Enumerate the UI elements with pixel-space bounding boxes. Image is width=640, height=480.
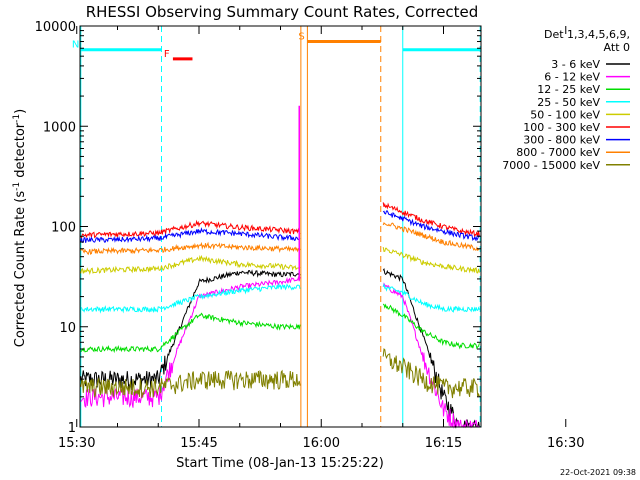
series-0-pre <box>80 269 301 391</box>
series-6-pre <box>80 227 301 244</box>
y-axis-label-sup1: -1 <box>12 182 22 191</box>
series-7-pre <box>80 241 301 256</box>
series-3-pre <box>80 282 301 314</box>
series-1-pre <box>80 275 301 408</box>
series-5-post <box>382 202 480 238</box>
legend-label-7: 800 - 7000 keV <box>516 146 600 159</box>
legend-label-6: 300 - 800 keV <box>523 134 600 147</box>
legend-label-4: 50 - 100 keV <box>530 108 600 121</box>
legend-label-0: 3 - 6 keV <box>551 58 600 71</box>
legend-label-8: 7000 - 15000 keV <box>502 159 600 172</box>
series-8-post <box>382 348 480 399</box>
series-6-post <box>382 210 480 242</box>
x-tick-label-4: 16:30 <box>547 436 584 451</box>
series-7-post <box>382 221 480 252</box>
y-tick-label-3: 1000 <box>43 120 76 135</box>
x-tick-label-3: 16:15 <box>425 436 462 451</box>
series-5-pre <box>80 219 301 240</box>
chart-title: RHESSI Observing Summary Count Rates, Co… <box>86 3 479 21</box>
y-tick-label-4: 10000 <box>35 20 76 35</box>
legend-label-3: 25 - 50 keV <box>537 96 600 109</box>
x-axis-label: Start Time (08-Jan-13 15:25:22) <box>176 456 384 471</box>
series-2-pre <box>80 312 301 354</box>
footer-date: 22-Oct-2021 09:38 <box>560 468 636 477</box>
y-axis-label-mid: detector <box>13 122 28 182</box>
y-axis-label-sup2: -1 <box>12 114 22 123</box>
legend-label-1: 6 - 12 keV <box>544 71 600 84</box>
y-tick-label-2: 100 <box>51 221 76 236</box>
series-4-post <box>382 247 480 274</box>
y-axis-label-end: ) <box>13 109 28 114</box>
x-tick-label-2: 16:00 <box>303 436 340 451</box>
x-tick-label-0: 15:30 <box>58 436 95 451</box>
legend-header-1: Det 1,3,4,5,6,9, <box>544 28 630 41</box>
series-8-pre <box>80 369 301 399</box>
series-4-pre <box>80 254 301 276</box>
x-tick-label-1: 15:45 <box>180 436 217 451</box>
flag-label-0: N <box>72 40 79 51</box>
y-tick-label-0: 1 <box>68 421 76 436</box>
y-axis-label-main: Corrected Count Rate (s <box>13 191 28 348</box>
series-2-post <box>382 303 480 350</box>
flag-label-2: S <box>298 32 304 43</box>
plot-area: N F S <box>72 26 481 429</box>
legend-label-2: 12 - 25 keV <box>537 83 600 96</box>
flag-label-1: F <box>164 49 170 60</box>
series-3-post <box>382 282 480 313</box>
y-tick-label-1: 10 <box>59 321 76 336</box>
y-axis: 1 10 100 1000 10000 <box>35 20 481 436</box>
y-axis-label: Corrected Count Rate (s-1 detector-1) <box>12 109 28 347</box>
legend-label-5: 100 - 300 keV <box>523 121 600 134</box>
legend-header-2: Att 0 <box>604 41 630 54</box>
